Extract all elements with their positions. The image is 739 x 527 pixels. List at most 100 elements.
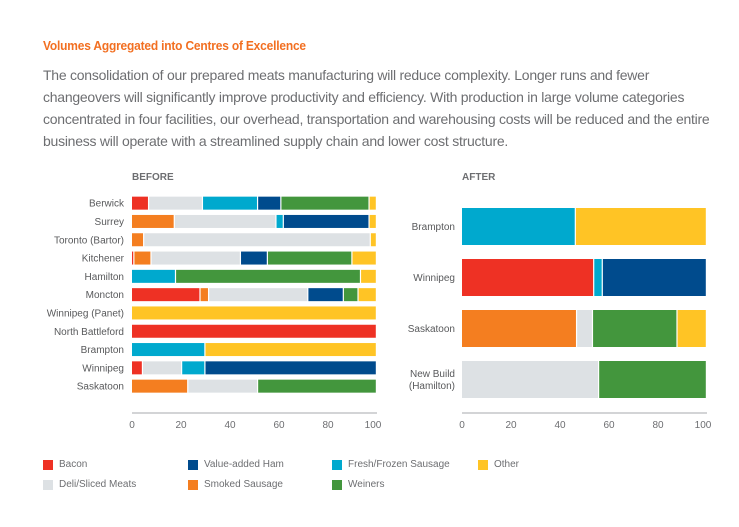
category-label: Surrey: [95, 217, 124, 228]
legend-item-fresh: Fresh/Frozen Sausage: [332, 459, 450, 470]
x-tick-label: 60: [603, 420, 615, 431]
bar-segment-fresh: [203, 196, 257, 210]
bar-segment-other: [370, 233, 376, 247]
category-label: Saskatoon: [408, 324, 455, 335]
bar-segment-deli: [143, 361, 182, 375]
bar-segment-other: [358, 288, 376, 302]
bar-segment-other: [352, 251, 376, 265]
category-label: (Hamilton): [409, 381, 455, 392]
bar-segment-bacon: [462, 259, 594, 296]
legend-swatch: [332, 459, 342, 470]
bar-segment-smoked: [200, 288, 208, 302]
legend-label: Bacon: [59, 459, 88, 470]
bar-segment-weiners: [267, 251, 352, 265]
legend-swatch: [332, 479, 342, 490]
bar-segment-bacon: [132, 361, 142, 375]
x-tick-label: 20: [505, 420, 517, 431]
category-label: Hamilton: [85, 272, 124, 283]
x-tick-label: 60: [273, 420, 285, 431]
bar-segment-ham: [602, 259, 706, 296]
legend-swatch: [43, 479, 53, 490]
bar-segment-smoked: [132, 214, 174, 228]
category-label: North Battleford: [54, 327, 124, 338]
bar-segment-other: [677, 310, 706, 347]
bar-segment-bacon: [132, 288, 200, 302]
category-label: Saskatoon: [77, 382, 124, 393]
bar-segment-weiners: [599, 361, 706, 398]
legend-item-weiners: Weiners: [332, 479, 385, 490]
category-label: Moncton: [86, 290, 124, 301]
category-label: Winnipeg (Panet): [47, 308, 124, 319]
category-label: Brampton: [81, 345, 124, 356]
legend-label: Deli/Sliced Meats: [59, 479, 137, 490]
legend-item-ham: Value-added Ham: [188, 459, 284, 470]
legend-item-bacon: Bacon: [43, 459, 87, 470]
bar-segment-ham: [205, 361, 376, 375]
category-label: Toronto (Bartor): [54, 235, 124, 246]
before-chart-title: BEFORE: [132, 172, 174, 183]
bar-segment-ham: [283, 214, 369, 228]
x-tick-label: 20: [175, 420, 187, 431]
legend-label: Other: [494, 459, 520, 470]
bar-segment-ham: [258, 196, 281, 210]
bar-segment-deli: [577, 310, 592, 347]
x-tick-label: 100: [365, 420, 382, 431]
after-chart-title: AFTER: [462, 172, 496, 183]
legend-swatch: [188, 479, 198, 490]
bar-segment-deli: [209, 288, 308, 302]
bar-segment-fresh: [594, 259, 602, 296]
bar-segment-ham: [308, 288, 343, 302]
x-tick-label: 0: [129, 420, 135, 431]
bar-segment-other: [575, 208, 706, 245]
category-label: Berwick: [89, 199, 125, 210]
legend-swatch: [478, 459, 488, 470]
bar-segment-smoked: [462, 310, 576, 347]
x-tick-label: 40: [224, 420, 236, 431]
x-tick-label: 80: [652, 420, 664, 431]
section-title: Volumes Aggregated into Centres of Excel…: [43, 38, 306, 53]
bar-segment-other: [132, 306, 376, 320]
bar-segment-other: [369, 214, 376, 228]
bar-segment-deli: [174, 214, 276, 228]
bar-segment-smoked: [132, 233, 144, 247]
bar-segment-deli: [144, 233, 370, 247]
x-tick-label: 100: [695, 420, 712, 431]
category-label: New Build: [410, 369, 455, 380]
bar-segment-weiners: [343, 288, 358, 302]
legend-item-other: Other: [478, 459, 519, 470]
legend-swatch: [188, 459, 198, 470]
x-tick-label: 40: [554, 420, 566, 431]
bar-segment-deli: [149, 196, 202, 210]
bar-segment-weiners: [281, 196, 369, 210]
intro-paragraph: The consolidation of our prepared meats …: [43, 64, 723, 152]
legend-item-smoked: Smoked Sausage: [188, 479, 283, 490]
intro-text: The consolidation of our prepared meats …: [43, 67, 710, 149]
bar-segment-ham: [241, 251, 267, 265]
bar-segment-other: [361, 269, 376, 283]
bar-segment-weiners: [593, 310, 677, 347]
legend-label: Weiners: [348, 479, 385, 490]
bar-segment-fresh: [132, 343, 205, 357]
legend-label: Value-added Ham: [204, 459, 284, 470]
bar-segment-fresh: [276, 214, 283, 228]
bar-segment-deli: [188, 379, 257, 393]
legend-item-deli: Deli/Sliced Meats: [43, 479, 136, 490]
bar-segment-fresh: [462, 208, 575, 245]
bar-segment-bacon: [132, 196, 148, 210]
bar-segment-deli: [151, 251, 240, 265]
bar-segment-other: [205, 343, 376, 357]
legend-swatch: [43, 459, 53, 470]
bar-segment-deli: [462, 361, 598, 398]
bar-segment-weiners: [258, 379, 376, 393]
bar-segment-bacon: [132, 251, 134, 265]
bar-segment-other: [369, 196, 376, 210]
x-tick-label: 0: [459, 420, 465, 431]
bar-segment-weiners: [176, 269, 360, 283]
bar-segment-smoked: [134, 251, 151, 265]
bar-segment-fresh: [182, 361, 205, 375]
x-tick-label: 80: [322, 420, 334, 431]
bar-segment-fresh: [132, 269, 175, 283]
legend-label: Smoked Sausage: [204, 479, 283, 490]
bar-segment-bacon: [132, 324, 376, 338]
